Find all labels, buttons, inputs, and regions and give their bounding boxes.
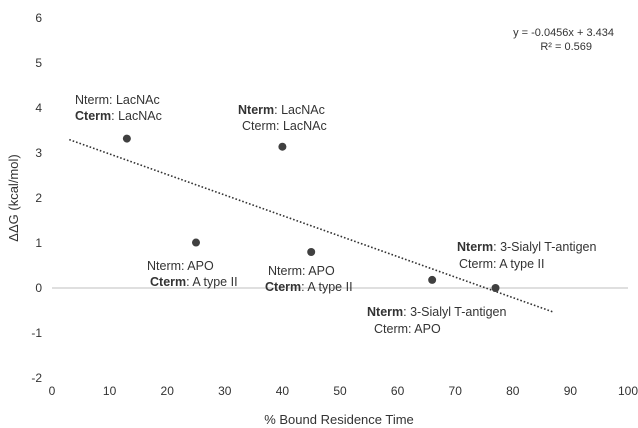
- y-tick-label: 1: [35, 236, 42, 250]
- annotation-key: Nterm: [457, 240, 493, 254]
- annotation-value: : A type II: [301, 280, 352, 294]
- data-point: [491, 284, 500, 292]
- data-points: [122, 134, 500, 292]
- data-point: [278, 142, 287, 151]
- x-tick-label: 90: [564, 384, 578, 398]
- point-annotation-line: Nterm: 3-Sialyl T-antigen: [367, 305, 506, 319]
- trendline-r2: R² = 0.569: [540, 41, 592, 53]
- point-annotation-line: Nterm: 3-Sialyl T-antigen: [457, 240, 596, 254]
- x-tick-label: 0: [49, 384, 56, 398]
- annotation-value: : APO: [302, 264, 335, 278]
- point-annotation-line: Nterm: APO: [147, 259, 214, 273]
- data-point: [192, 238, 200, 247]
- trendline-equation: y = -0.0456x + 3.434: [513, 27, 614, 39]
- x-tick-label: 30: [218, 384, 232, 398]
- annotation-value: : APO: [408, 322, 441, 336]
- annotation-value: : LacNAc: [111, 109, 162, 123]
- annotation-key: Nterm: [75, 93, 109, 107]
- point-annotation-line: Cterm: A type II: [459, 257, 544, 271]
- annotation-key: Cterm: [459, 257, 493, 271]
- annotation-value: : A type II: [493, 257, 544, 271]
- x-tick-label: 20: [161, 384, 175, 398]
- y-tick-label: 3: [35, 146, 42, 160]
- point-annotation-line: Nterm: APO: [268, 264, 335, 278]
- annotation-value: : LacNAc: [274, 103, 325, 117]
- point-annotation-line: Nterm: LacNAc: [75, 93, 160, 107]
- x-tick-label: 40: [276, 384, 290, 398]
- annotation-value: : LacNAc: [109, 93, 160, 107]
- annotation-value: : A type II: [186, 275, 237, 289]
- x-tick-label: 10: [103, 384, 117, 398]
- trendline: [69, 138, 554, 313]
- y-tick-label: 2: [35, 191, 42, 205]
- annotation-value: : 3-Sialyl T-antigen: [403, 305, 506, 319]
- y-tick-label: 5: [35, 56, 42, 70]
- trendline-group: [69, 138, 554, 313]
- y-tick-label: 4: [35, 101, 42, 115]
- y-tick-label: -1: [31, 326, 42, 340]
- annotation-key: Nterm: [147, 259, 181, 273]
- data-point: [122, 134, 131, 143]
- x-tick-label: 50: [333, 384, 347, 398]
- annotation-key: Nterm: [268, 264, 302, 278]
- x-tick-label: 70: [449, 384, 463, 398]
- data-point: [428, 275, 437, 284]
- annotation-key: Cterm: [374, 322, 408, 336]
- point-annotation-line: Cterm: LacNAc: [242, 119, 327, 133]
- y-tick-label: -2: [31, 371, 42, 385]
- annotation-key: Cterm: [150, 275, 186, 289]
- annotation-value: : 3-Sialyl T-antigen: [493, 240, 596, 254]
- annotation-key: Nterm: [367, 305, 403, 319]
- point-annotation-line: Cterm: LacNAc: [75, 109, 162, 123]
- y-axis-title: ΔΔG (kcal/mol): [6, 154, 21, 241]
- data-point: [307, 248, 316, 256]
- y-tick-label: 0: [35, 281, 42, 295]
- annotation-value: : APO: [181, 259, 214, 273]
- x-axis-title: % Bound Residence Time: [264, 412, 414, 427]
- annotation-key: Nterm: [238, 103, 274, 117]
- annotation-value: : LacNAc: [276, 119, 327, 133]
- annotation-key: Cterm: [265, 280, 301, 294]
- point-annotation-line: Cterm: APO: [374, 322, 441, 336]
- x-tick-label: 100: [618, 384, 638, 398]
- point-annotation-line: Cterm: A type II: [265, 280, 353, 294]
- annotation-key: Cterm: [75, 109, 111, 123]
- y-tick-label: 6: [35, 11, 42, 25]
- x-tick-label: 60: [391, 384, 405, 398]
- annotation-key: Cterm: [242, 119, 276, 133]
- point-annotation-line: Nterm: LacNAc: [238, 103, 325, 117]
- x-tick-label: 80: [506, 384, 520, 398]
- point-annotation-line: Cterm: A type II: [150, 275, 238, 289]
